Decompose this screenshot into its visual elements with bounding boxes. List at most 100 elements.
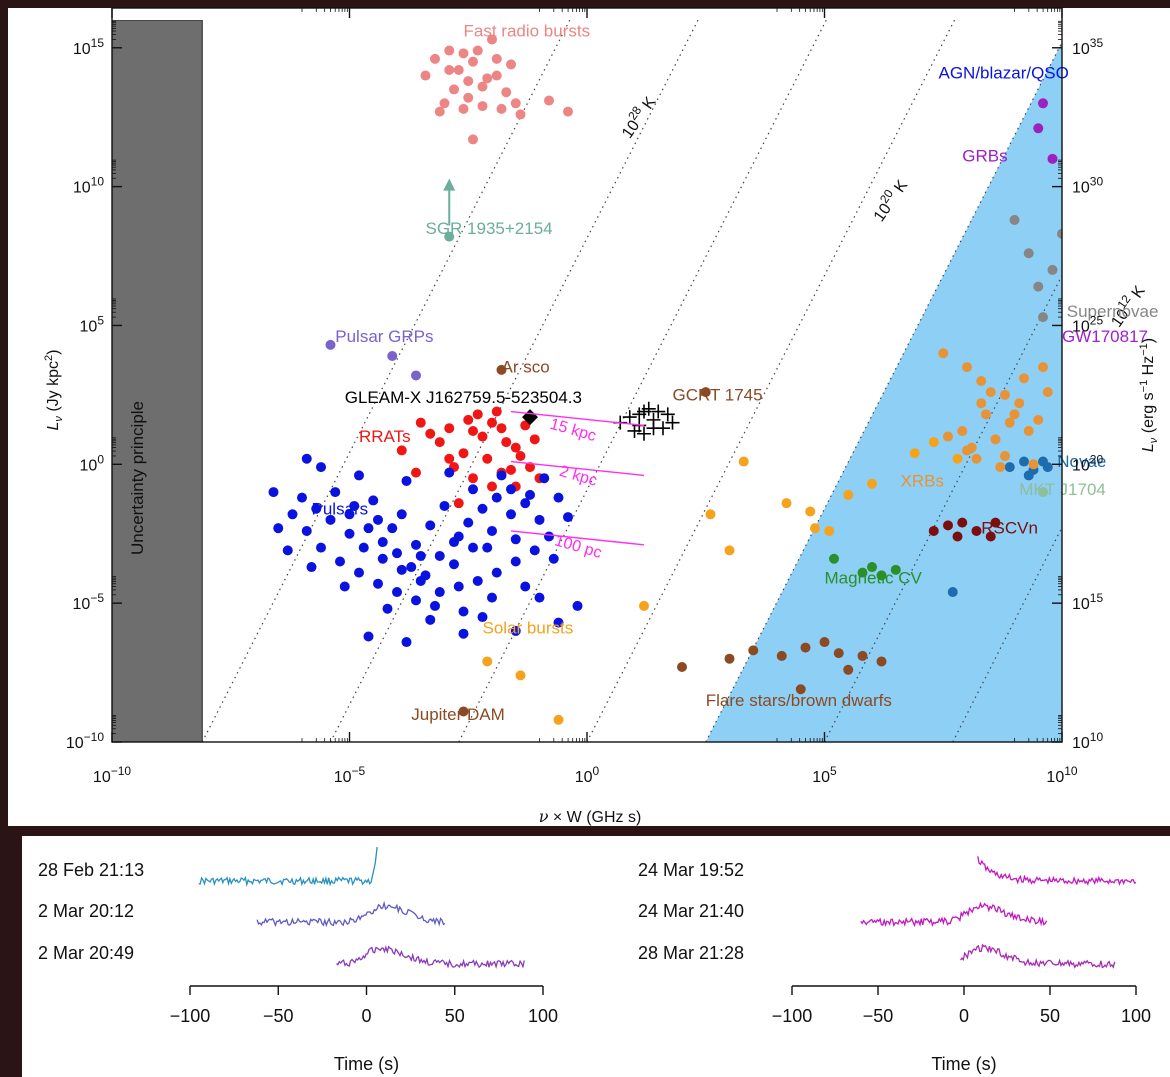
class-label: GCRT 1745	[673, 385, 763, 404]
y-tick-label: 100	[80, 452, 105, 474]
data-point	[1023, 425, 1034, 436]
gleam-plus-markers	[613, 401, 680, 441]
data-point	[1019, 373, 1029, 384]
x-tick-label: 1010	[1046, 764, 1077, 786]
data-point	[1042, 387, 1053, 398]
data-point	[1086, 243, 1096, 253]
sgr-arrowhead	[443, 178, 456, 191]
data-point	[776, 650, 787, 661]
data-point	[553, 617, 564, 628]
data-point	[396, 445, 407, 456]
class-label: Pulsars	[312, 499, 369, 518]
data-point	[282, 545, 293, 556]
data-point	[1147, 29, 1157, 39]
data-point	[491, 70, 502, 81]
data-point	[273, 523, 284, 534]
series-pulsar-grps	[325, 339, 421, 381]
data-point	[411, 370, 421, 381]
data-point	[411, 595, 421, 606]
data-point	[458, 606, 469, 617]
series-mkt-j1704	[1038, 487, 1048, 498]
series-agn-blazar-qso	[1076, 26, 1170, 222]
data-point	[434, 587, 445, 598]
data-point	[411, 539, 421, 550]
data-point	[453, 581, 464, 592]
series-supernovae	[1009, 214, 1129, 323]
distance-label: 2 kpc	[557, 463, 598, 490]
data-point	[833, 648, 844, 659]
data-point	[1057, 228, 1062, 239]
data-point	[534, 514, 545, 525]
data-point	[962, 445, 972, 456]
data-point	[458, 706, 469, 717]
series-rrats	[396, 406, 545, 509]
data-point	[487, 592, 497, 603]
temperature-line	[1081, 20, 1170, 742]
class-label: RSCVn	[981, 519, 1038, 538]
data-point	[1014, 398, 1025, 409]
data-point	[415, 550, 426, 561]
data-point	[520, 498, 531, 509]
data-point	[1143, 48, 1153, 58]
data-point	[952, 531, 963, 542]
data-point	[1047, 264, 1058, 275]
data-point	[705, 509, 716, 520]
data-point	[491, 406, 502, 417]
class-label: Jupiter DAM	[411, 705, 505, 724]
data-point	[496, 103, 507, 114]
data-point	[544, 95, 554, 106]
series-magnetic-cv	[829, 553, 901, 581]
data-point	[510, 442, 521, 453]
uncertainty-principle-label: Uncertainty principle	[128, 401, 147, 555]
data-point	[515, 450, 526, 461]
data-point	[553, 492, 564, 503]
data-point	[487, 481, 497, 492]
series-xrbs	[938, 348, 1053, 473]
data-point	[563, 512, 573, 523]
data-point	[1071, 162, 1081, 172]
gleam-plus-marker	[627, 423, 642, 438]
data-point	[943, 520, 953, 531]
time-axis-title: Time (s)	[931, 1054, 996, 1074]
data-point	[1038, 312, 1048, 323]
data-point	[406, 562, 417, 573]
data-point	[354, 567, 364, 578]
data-point	[1000, 450, 1010, 461]
x-axis-title: ν × W (GHz s)	[539, 807, 642, 826]
incoherent-region	[705, 42, 1062, 742]
time-axis-tick-label: 100	[528, 1006, 558, 1026]
data-point	[976, 398, 987, 409]
data-point	[1000, 389, 1010, 400]
data-point	[373, 578, 383, 589]
light-curve-trace	[198, 846, 378, 888]
data-point	[857, 650, 868, 661]
class-label: Fast radio bursts	[464, 22, 591, 41]
data-point	[1138, 204, 1148, 214]
data-point	[1095, 284, 1105, 294]
data-point	[349, 500, 360, 511]
data-point	[990, 434, 1001, 445]
light-curves: 28 Feb 21:13 2 Mar 20:12 2 Mar 20:49 −100 −5…	[38, 846, 1151, 1074]
data-point	[363, 631, 374, 642]
data-point	[1157, 65, 1167, 75]
data-point	[477, 81, 488, 92]
series-fast-radio-bursts	[420, 34, 573, 145]
data-point	[1033, 414, 1044, 425]
time-axis-tick-label: 100	[1121, 1006, 1151, 1026]
class-label: Ar sco	[502, 358, 550, 377]
data-point	[392, 548, 402, 559]
time-axis-tick-label: −100	[772, 1006, 813, 1026]
gleam-plus-marker	[641, 401, 656, 416]
y-tick-label: 105	[80, 313, 105, 335]
data-point	[724, 653, 735, 664]
data-point	[287, 509, 298, 520]
data-point	[306, 562, 317, 573]
data-point	[1004, 462, 1015, 473]
data-point	[829, 553, 839, 564]
data-point	[525, 489, 535, 500]
light-curve-date-label: 2 Mar 20:12	[38, 901, 134, 921]
data-point	[401, 637, 412, 648]
data-point	[1119, 240, 1129, 250]
data-point	[491, 492, 502, 503]
